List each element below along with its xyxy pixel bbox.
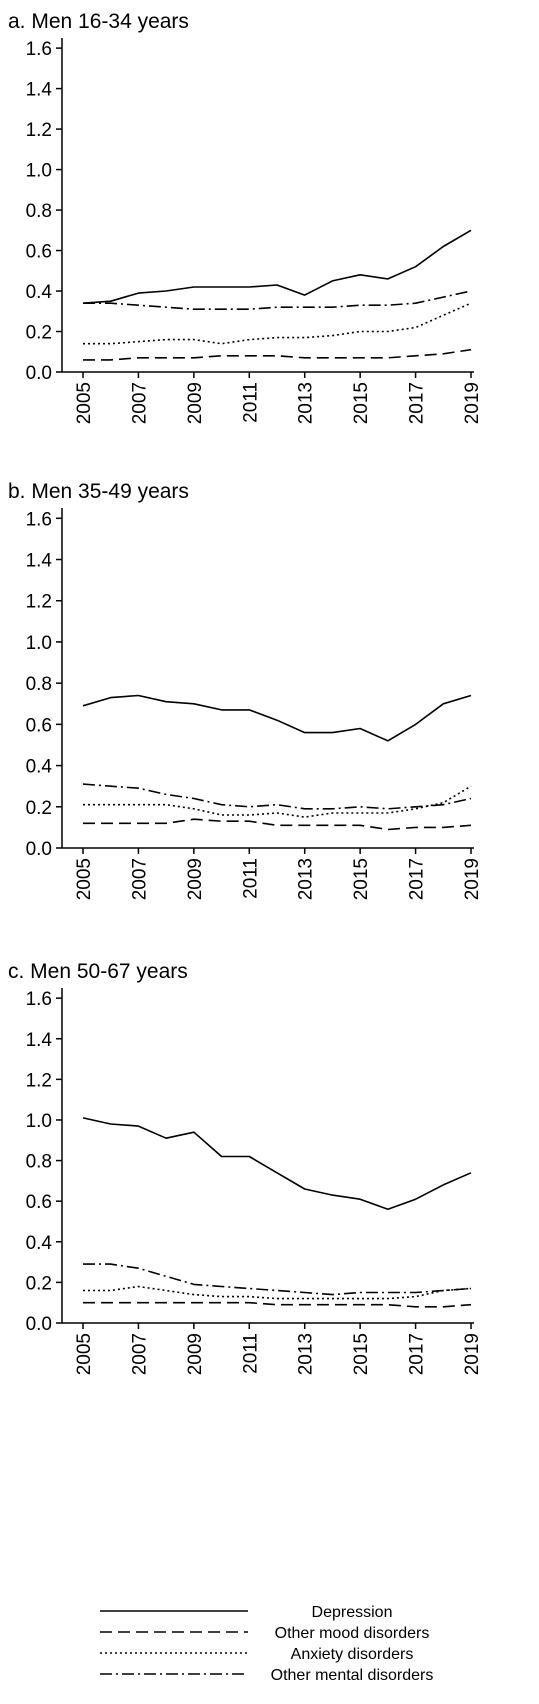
series-line-anxiety-disorders (83, 1285, 472, 1300)
panel-title: a. Men 16-34 years (8, 10, 189, 33)
y-tick-label: 0.2 (26, 323, 52, 344)
y-tick-label: 0.0 (26, 839, 52, 860)
y-tick-label: 0.6 (26, 242, 52, 263)
chart-panel-2: b. Men 35-49 years 0.0 0.2 0.4 0.6 0.8 1.0 1.2 1… (8, 480, 483, 900)
legend-label: Depression (312, 1604, 393, 1621)
x-tick-label: 2009 (185, 382, 206, 424)
x-tick-label: 2005 (74, 1333, 95, 1375)
y-tick-label: 0.2 (26, 1273, 52, 1294)
y-tick-label: 0.8 (26, 674, 52, 695)
y-tick-label: 1.0 (26, 633, 52, 654)
y-tick-label: 1.2 (26, 1070, 52, 1091)
y-tick-label: 1.4 (26, 551, 53, 572)
x-tick-label: 2007 (129, 858, 150, 900)
x-tick-label: 2013 (296, 858, 317, 900)
x-tick-label: 2007 (129, 382, 150, 424)
y-tick-label: 0.2 (26, 798, 52, 819)
x-tick-label: 2013 (296, 1333, 317, 1375)
y-tick-label: 0.6 (26, 715, 52, 736)
x-tick-label: 2011 (240, 382, 261, 423)
x-tick-label: 2009 (185, 858, 206, 900)
chart-panel-3: c. Men 50-67 years 0.0 0.2 0.4 0.6 0.8 1.0 1.2 1… (8, 960, 483, 1375)
y-tick-label: 0.8 (26, 201, 52, 222)
x-tick-label: 2017 (407, 858, 428, 900)
x-tick-label: 2005 (74, 858, 95, 900)
panel-title: b. Men 35-49 years (8, 480, 189, 503)
y-tick-label: 0.4 (26, 757, 53, 778)
y-tick-label: 0.0 (26, 363, 52, 384)
chart-panel-1: a. Men 16-34 years 0.0 0.2 0.4 0.6 0.8 1.0 1.2 1… (8, 10, 483, 424)
y-tick-label: 1.2 (26, 592, 52, 613)
y-tick-label: 1.2 (26, 120, 52, 141)
x-tick-label: 2017 (407, 1333, 428, 1375)
legend-label: Other mental disorders (271, 1667, 434, 1684)
x-tick-label: 2007 (129, 1333, 150, 1375)
panel-title: c. Men 50-67 years (8, 960, 188, 983)
series-line-anxiety-disorders (83, 785, 472, 818)
series-line-anxiety-disorders (83, 302, 472, 345)
y-tick-label: 1.6 (26, 989, 52, 1010)
x-tick-label: 2015 (351, 1333, 372, 1375)
y-tick-label: 0.0 (26, 1314, 52, 1335)
x-tick-label: 2011 (240, 1333, 261, 1374)
y-tick-label: 1.0 (26, 1111, 52, 1132)
x-tick-label: 2019 (462, 382, 483, 424)
x-tick-label: 2019 (462, 858, 483, 900)
series-line-other-mental-disorders (83, 1263, 472, 1296)
series-line-other-mood-disorders (83, 348, 472, 361)
y-tick-label: 0.8 (26, 1152, 52, 1173)
y-tick-label: 0.6 (26, 1192, 52, 1213)
x-tick-label: 2005 (74, 382, 95, 424)
x-tick-label: 2015 (351, 858, 372, 900)
x-tick-label: 2017 (407, 382, 428, 424)
series-line-depression (82, 1117, 472, 1211)
y-tick-label: 0.4 (26, 1233, 53, 1254)
legend-label: Other mood disorders (275, 1625, 430, 1642)
x-tick-label: 2019 (462, 1333, 483, 1375)
series-line-other-mental-disorders (83, 290, 472, 311)
x-tick-label: 2015 (351, 382, 372, 424)
y-tick-label: 0.4 (26, 282, 53, 303)
series-line-other-mood-disorders (83, 1301, 472, 1308)
y-tick-label: 1.6 (26, 509, 52, 530)
series-line-depression (82, 694, 472, 742)
y-tick-label: 1.6 (26, 39, 52, 60)
legend-label: Anxiety disorders (291, 1646, 414, 1663)
series-line-depression (82, 229, 472, 304)
legend: Depression Other mood disorders Anxiety di… (100, 1604, 433, 1684)
x-tick-label: 2011 (240, 858, 261, 899)
y-tick-label: 1.0 (26, 161, 52, 182)
y-tick-label: 1.4 (26, 80, 53, 101)
y-tick-label: 1.4 (26, 1030, 53, 1051)
series-line-other-mental-disorders (82, 783, 472, 810)
x-tick-label: 2009 (185, 1333, 206, 1375)
series-line-other-mood-disorders (83, 818, 472, 831)
x-tick-label: 2013 (296, 382, 317, 424)
